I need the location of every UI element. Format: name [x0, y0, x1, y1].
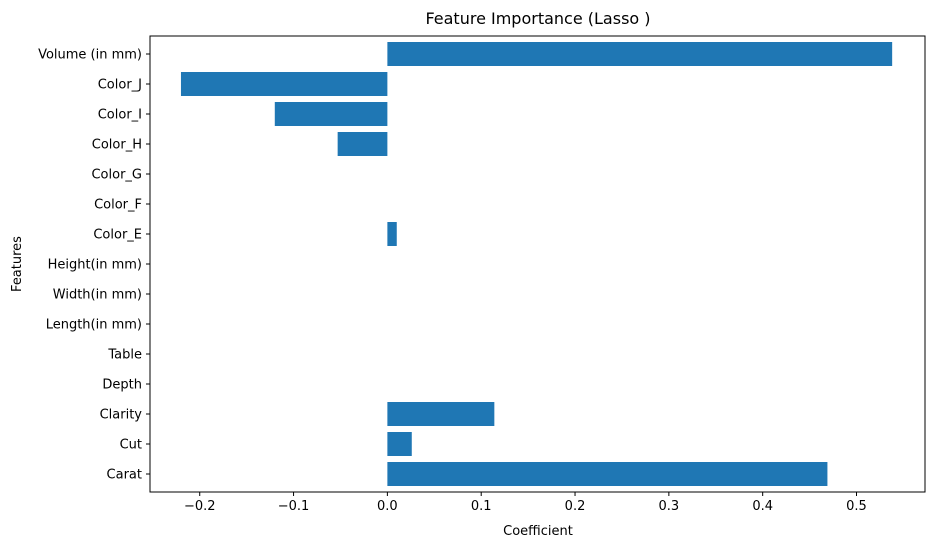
bars-group	[180, 42, 893, 486]
y-tick-label: Clarity	[100, 408, 143, 423]
bar-color-j	[180, 72, 388, 96]
y-tick-label: Color_I	[98, 108, 142, 123]
y-tick-label: Color_J	[98, 78, 142, 93]
bar-volume-in-mm	[387, 42, 893, 66]
bar-color-i	[274, 102, 388, 126]
bar-carat	[387, 462, 828, 486]
x-tick-label: −0.1	[278, 499, 310, 514]
x-tick-label: −0.2	[184, 499, 216, 514]
x-tick-label: 0.4	[752, 499, 773, 514]
y-tick-label: Width(in mm)	[53, 288, 142, 303]
x-tick-label: 0.3	[659, 499, 680, 514]
y-tick-label: Length(in mm)	[46, 318, 142, 333]
x-tick-label: 0.0	[377, 499, 398, 514]
y-tick-label: Color_F	[94, 198, 142, 213]
x-axis-label: Coefficient	[503, 524, 573, 539]
plot-frame	[149, 35, 926, 493]
y-tick-label: Carat	[107, 468, 142, 483]
chart-title: Feature Importance (Lasso )	[425, 9, 650, 28]
x-tick-label: 0.5	[846, 499, 867, 514]
y-tick-label: Depth	[102, 378, 142, 393]
y-axis: Carat Cut Clarity Depth Table Length(in mm) Wi…	[38, 48, 150, 483]
y-tick-label: Table	[107, 348, 142, 363]
x-tick-label: 0.1	[471, 499, 492, 514]
y-axis-label: Features	[10, 236, 25, 292]
y-tick-label: Color_E	[93, 228, 142, 243]
bar-color-e	[387, 222, 397, 246]
bar-clarity	[387, 402, 495, 426]
y-tick-label: Color_H	[92, 138, 142, 153]
y-tick-label: Cut	[120, 438, 142, 453]
y-tick-label: Height(in mm)	[48, 258, 142, 273]
y-tick-label: Color_G	[91, 168, 142, 183]
y-tick-label: Volume (in mm)	[38, 48, 142, 63]
x-tick-label: 0.2	[565, 499, 586, 514]
bar-color-h	[337, 132, 388, 156]
x-axis: −0.2 −0.1 0.0 0.1 0.2 0.3 0.4 0.5	[184, 492, 867, 514]
bar-cut	[387, 432, 412, 456]
